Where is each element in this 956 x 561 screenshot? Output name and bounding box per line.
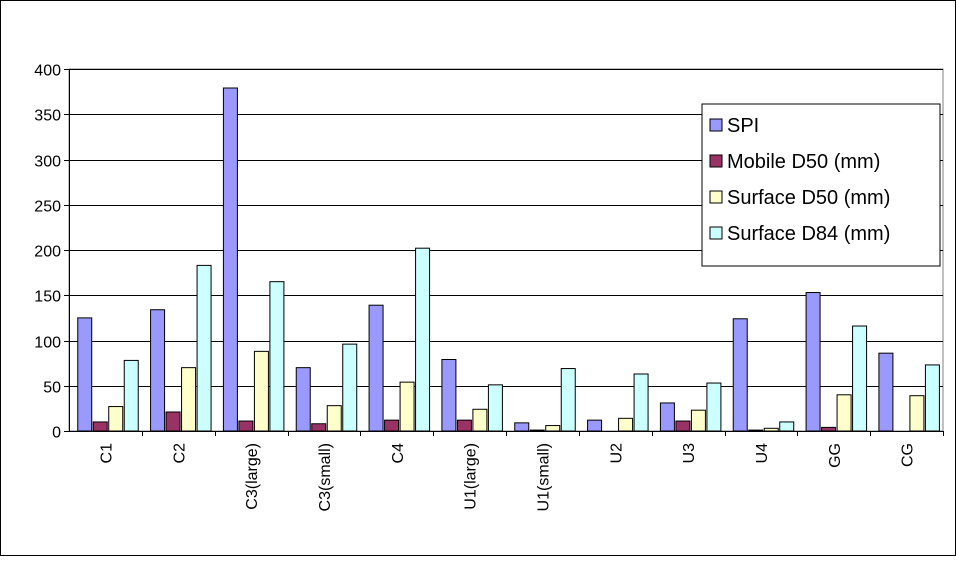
x-tick-label: C4 — [390, 443, 407, 464]
bar-surface-d50-mm-cg — [909, 395, 925, 432]
bar-surface-d84-mm-c3-small — [342, 343, 358, 432]
x-tick-label: C2 — [171, 443, 188, 464]
y-tick-label: 200 — [34, 244, 61, 261]
legend-label: Surface D50 (mm) — [727, 187, 890, 209]
x-tick-label: CG — [900, 443, 917, 467]
bar-spi-c1 — [77, 317, 93, 432]
y-tick-label: 100 — [34, 335, 61, 352]
bar-surface-d84-mm-u4 — [779, 421, 795, 432]
x-tick-label: GG — [827, 443, 844, 468]
bar-surface-d50-mm-c2 — [181, 367, 197, 432]
bar-surface-d84-mm-c4 — [415, 247, 431, 432]
bar-mobile-d50-mm-c1 — [92, 421, 108, 432]
bar-mobile-d50-mm-c2 — [165, 411, 181, 432]
y-tick-label: 250 — [34, 199, 61, 216]
y-tick-label: 50 — [43, 380, 61, 397]
bar-mobile-d50-mm-gg — [821, 426, 837, 432]
legend-label: SPI — [727, 115, 759, 137]
legend-swatch — [709, 118, 723, 132]
legend-box — [701, 103, 941, 267]
x-tick-label: C3(small) — [317, 443, 334, 511]
bar-mobile-d50-mm-u1-large — [456, 419, 472, 432]
y-tick-label: 150 — [34, 289, 61, 306]
bar-surface-d84-mm-u1-small — [560, 368, 576, 432]
bar-mobile-d50-mm-u1-small — [529, 429, 545, 432]
bar-mobile-d50-mm-c4 — [384, 419, 400, 432]
bar-spi-u1-small — [514, 422, 530, 432]
bar-surface-d50-mm-u2 — [618, 417, 634, 432]
bar-spi-u4 — [732, 318, 748, 432]
axes: 0 50 100 150 200 250 300 350 400 C1 C2 C3(large) C3(… — [34, 63, 944, 511]
x-tick-label: U3 — [681, 443, 698, 464]
x-tick-label: U1(small) — [535, 443, 552, 511]
bar-mobile-d50-mm-c3-small — [311, 423, 327, 432]
y-tick-label: 350 — [34, 108, 61, 125]
bar-surface-d50-mm-u4 — [763, 427, 779, 432]
x-tick-label: U2 — [608, 443, 625, 464]
bar-spi-c3-small — [295, 367, 311, 432]
bar-spi-cg — [878, 352, 894, 432]
legend-label: Surface D84 (mm) — [727, 223, 890, 245]
bar-spi-c3-large — [222, 87, 238, 432]
bar-surface-d50-mm-c1 — [108, 406, 124, 432]
bar-surface-d50-mm-c4 — [399, 381, 415, 432]
bar-surface-d84-mm-c1 — [123, 359, 139, 432]
legend-swatch — [709, 226, 723, 240]
bar-mobile-d50-mm-u3 — [675, 420, 691, 432]
x-tick-label: U1(large) — [463, 443, 480, 510]
bar-spi-u2 — [587, 419, 603, 432]
bar-surface-d50-mm-u3 — [690, 409, 706, 432]
bar-surface-d50-mm-u1-small — [545, 425, 561, 432]
y-tick-label: 0 — [52, 425, 61, 442]
bar-spi-u1-large — [441, 359, 457, 432]
legend-label: Mobile D50 (mm) — [727, 151, 880, 173]
bar-surface-d84-mm-u2 — [633, 373, 649, 432]
legend-swatch — [709, 190, 723, 204]
bar-spi-c4 — [368, 304, 384, 432]
bar-surface-d50-mm-u1-large — [472, 408, 488, 432]
bar-surface-d84-mm-c2 — [196, 264, 212, 432]
y-tick-label: 400 — [34, 63, 61, 80]
bar-surface-d84-mm-u3 — [706, 382, 722, 432]
bar-surface-d50-mm-gg — [836, 394, 852, 432]
x-tick-label: U4 — [754, 443, 771, 464]
legend-swatch — [709, 154, 723, 168]
bar-surface-d50-mm-c3-small — [326, 405, 342, 432]
bar-surface-d84-mm-u1-large — [487, 384, 503, 432]
bar-mobile-d50-mm-u4 — [748, 429, 764, 432]
y-tick-label: 300 — [34, 154, 61, 171]
x-tick-label: C3(large) — [244, 443, 261, 510]
bar-surface-d84-mm-gg — [852, 325, 868, 432]
bar-spi-c2 — [150, 309, 166, 432]
bar-spi-u3 — [659, 402, 675, 432]
legend: SPI Mobile D50 (mm) Surface D50 (mm) Surfac… — [701, 103, 941, 267]
x-tick-label: C1 — [98, 443, 115, 464]
bar-mobile-d50-mm-c3-large — [238, 420, 254, 432]
bar-surface-d84-mm-c3-large — [269, 281, 285, 432]
bar-spi-gg — [805, 292, 821, 432]
bar-surface-d50-mm-c3-large — [253, 350, 269, 432]
bar-surface-d84-mm-cg — [924, 364, 940, 432]
